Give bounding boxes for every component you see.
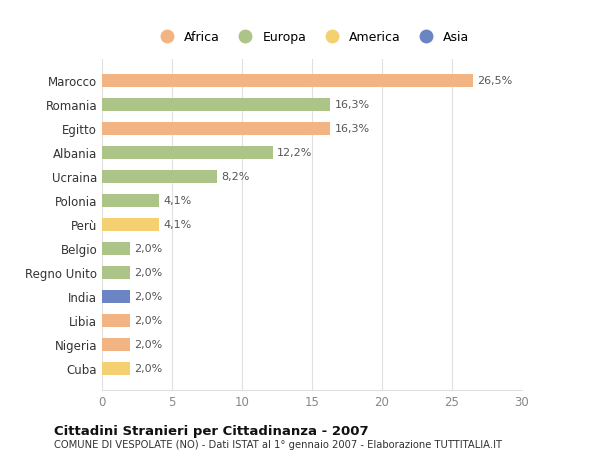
Text: 8,2%: 8,2%: [221, 172, 250, 182]
Text: 2,0%: 2,0%: [134, 268, 163, 278]
Bar: [102, 146, 273, 160]
Text: 2,0%: 2,0%: [134, 340, 163, 350]
Text: COMUNE DI VESPOLATE (NO) - Dati ISTAT al 1° gennaio 2007 - Elaborazione TUTTITAL: COMUNE DI VESPOLATE (NO) - Dati ISTAT al…: [54, 440, 502, 449]
Text: 4,1%: 4,1%: [164, 220, 192, 230]
Bar: [102, 362, 130, 375]
Text: 2,0%: 2,0%: [134, 364, 163, 374]
Text: 2,0%: 2,0%: [134, 316, 163, 325]
Bar: [102, 266, 130, 280]
Text: 16,3%: 16,3%: [334, 124, 370, 134]
Bar: [102, 75, 473, 88]
Bar: [102, 290, 130, 303]
Bar: [102, 99, 330, 112]
Text: 26,5%: 26,5%: [477, 76, 512, 86]
Bar: [102, 314, 130, 327]
Bar: [102, 242, 130, 255]
Bar: [102, 338, 130, 351]
Bar: [102, 170, 217, 184]
Text: 16,3%: 16,3%: [334, 100, 370, 110]
Bar: [102, 123, 330, 136]
Text: 2,0%: 2,0%: [134, 244, 163, 254]
Text: 2,0%: 2,0%: [134, 292, 163, 302]
Legend: Africa, Europa, America, Asia: Africa, Europa, America, Asia: [149, 26, 475, 49]
Bar: [102, 195, 160, 207]
Text: Cittadini Stranieri per Cittadinanza - 2007: Cittadini Stranieri per Cittadinanza - 2…: [54, 424, 368, 437]
Bar: [102, 218, 160, 231]
Text: 12,2%: 12,2%: [277, 148, 313, 158]
Text: 4,1%: 4,1%: [164, 196, 192, 206]
